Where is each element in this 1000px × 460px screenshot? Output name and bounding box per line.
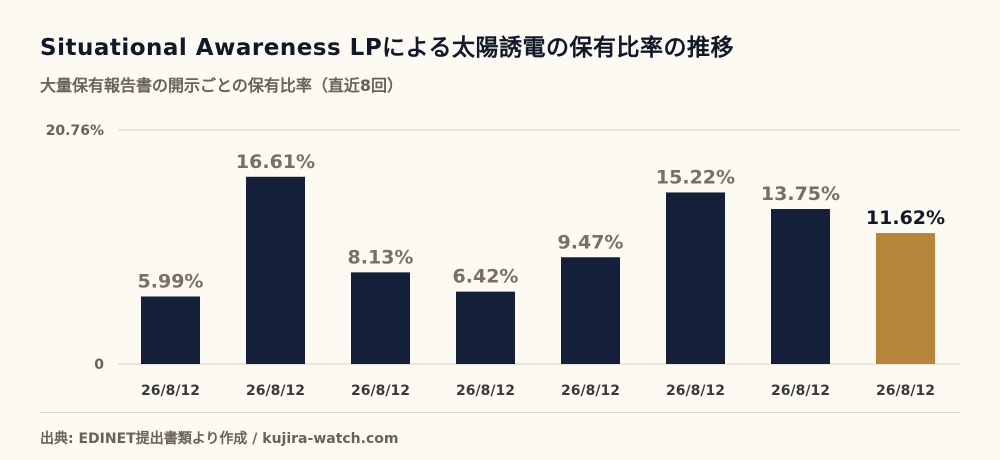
data-label: 6.42%: [453, 266, 519, 288]
data-label: 5.99%: [138, 270, 204, 292]
x-tick-label: 26/8/12: [456, 383, 515, 399]
x-tick-label: 26/8/12: [666, 383, 725, 399]
y-tick-label: 20.76%: [46, 123, 104, 139]
x-tick-label: 26/8/12: [876, 383, 935, 399]
x-tick-label: 26/8/12: [246, 383, 305, 399]
data-label: 8.13%: [348, 246, 414, 268]
data-label: 11.62%: [866, 207, 945, 229]
bar: [246, 176, 305, 364]
data-label: 16.61%: [236, 151, 315, 173]
bar: [456, 291, 515, 364]
x-tick-label: 26/8/12: [771, 383, 830, 399]
bar: [666, 192, 725, 364]
bar: [771, 209, 830, 364]
y-tick-label: 0: [94, 357, 104, 373]
x-tick-label: 26/8/12: [141, 383, 200, 399]
data-label: 9.47%: [558, 231, 624, 253]
chart-title: Situational Awareness LPによる太陽誘電の保有比率の推移: [40, 35, 734, 61]
bar: [876, 233, 935, 364]
source-note: 出典: EDINET提出書類より作成 / kujira-watch.com: [40, 431, 399, 447]
bar: [141, 296, 200, 364]
footer-divider: [40, 412, 960, 413]
data-label: 15.22%: [656, 166, 735, 188]
data-label: 13.75%: [761, 183, 840, 205]
bar: [351, 272, 410, 364]
x-tick-label: 26/8/12: [561, 383, 620, 399]
chart-subtitle: 大量保有報告書の開示ごとの保有比率（直近8回）: [40, 76, 403, 95]
x-tick-label: 26/8/12: [351, 383, 410, 399]
bar: [561, 257, 620, 364]
